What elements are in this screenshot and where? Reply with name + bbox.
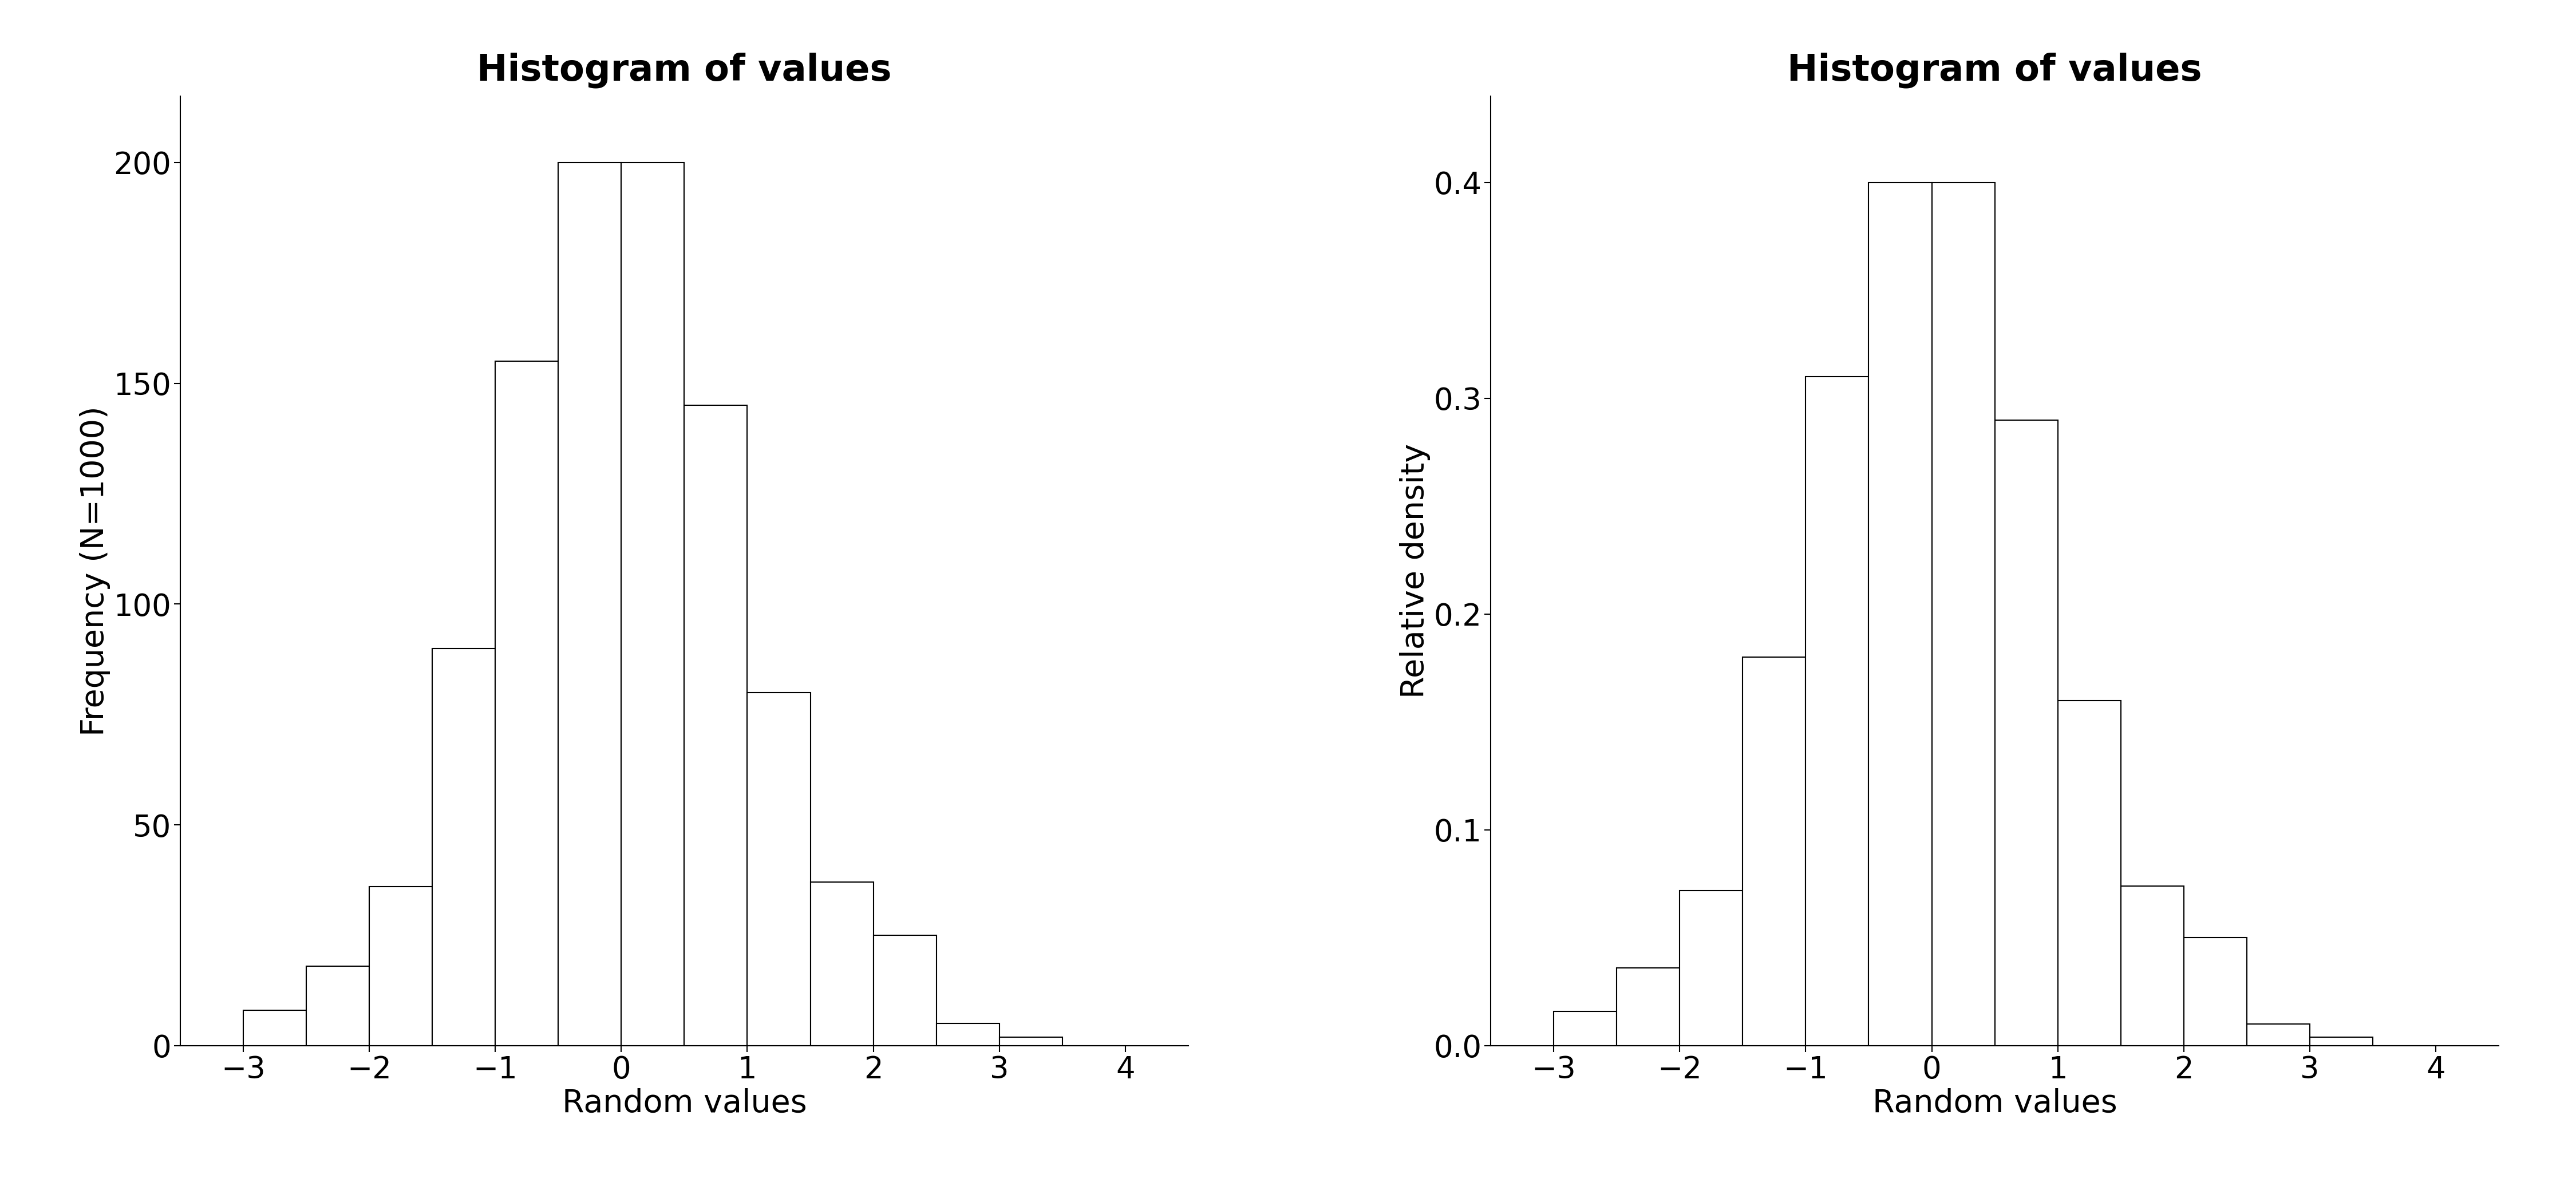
- Bar: [1806, 376, 1868, 1046]
- Bar: [935, 1024, 999, 1046]
- Bar: [1868, 183, 1932, 1046]
- Bar: [559, 162, 621, 1046]
- Bar: [1994, 419, 2058, 1046]
- Bar: [1618, 968, 1680, 1046]
- Bar: [1932, 183, 1994, 1046]
- Bar: [368, 887, 433, 1046]
- Bar: [999, 1037, 1061, 1046]
- Y-axis label: Relative density: Relative density: [1399, 444, 1430, 698]
- Bar: [2311, 1037, 2372, 1046]
- Bar: [1680, 891, 1744, 1046]
- X-axis label: Random values: Random values: [562, 1088, 806, 1119]
- Bar: [811, 882, 873, 1046]
- Bar: [242, 1011, 307, 1046]
- Y-axis label: Frequency (N=1000): Frequency (N=1000): [80, 406, 111, 736]
- Title: Histogram of values: Histogram of values: [477, 52, 891, 88]
- X-axis label: Random values: Random values: [1873, 1088, 2117, 1119]
- Bar: [495, 361, 559, 1046]
- Bar: [747, 692, 811, 1046]
- Bar: [2246, 1024, 2311, 1046]
- Bar: [2058, 701, 2120, 1046]
- Bar: [433, 648, 495, 1046]
- Bar: [621, 162, 685, 1046]
- Bar: [873, 935, 935, 1046]
- Bar: [685, 405, 747, 1046]
- Bar: [307, 966, 368, 1046]
- Title: Histogram of values: Histogram of values: [1788, 52, 2202, 88]
- Bar: [1744, 657, 1806, 1046]
- Bar: [2120, 886, 2184, 1046]
- Bar: [1553, 1011, 1618, 1046]
- Bar: [2184, 938, 2246, 1046]
